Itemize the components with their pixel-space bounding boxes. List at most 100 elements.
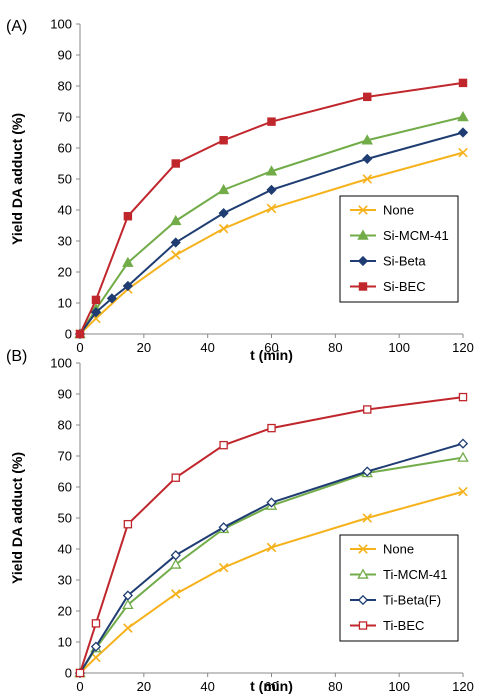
data-point (266, 542, 277, 553)
data-point (171, 159, 180, 168)
y-tick-label: 70 (58, 110, 72, 125)
x-axis-title: t (min) (250, 347, 293, 363)
data-point (170, 214, 182, 226)
legend-item: Si-BEC (350, 279, 426, 294)
legend-swatch-marker (357, 594, 369, 606)
data-point (361, 134, 373, 145)
data-point (217, 183, 230, 195)
data-point (457, 127, 469, 138)
data-point (170, 558, 182, 569)
data-point (266, 203, 277, 214)
y-tick-label: 30 (58, 234, 72, 249)
data-point (122, 590, 133, 601)
legend-label: None (383, 542, 414, 557)
data-point (123, 623, 133, 633)
y-tick-label: 60 (58, 141, 72, 156)
x-mark-stroke (266, 542, 277, 553)
y-tick-label: 10 (58, 296, 72, 311)
data-point (106, 293, 118, 304)
y-tick-label: 100 (50, 17, 72, 32)
data-point (91, 295, 101, 305)
legend-label: Si-BEC (383, 279, 426, 294)
legend-label: Si-Beta (383, 254, 426, 269)
x-tick-label: 80 (328, 340, 342, 355)
legend-item: Ti-BEC (350, 618, 424, 633)
data-point (362, 466, 373, 477)
legend-swatch-marker (358, 205, 368, 215)
y-tick-label: 60 (58, 480, 72, 495)
x-mark-stroke (362, 174, 373, 184)
panel-label: (A) (6, 18, 27, 35)
legend-swatch-marker (357, 568, 369, 579)
y-tick-label: 40 (58, 542, 72, 557)
data-point (123, 519, 133, 529)
data-point (170, 550, 181, 561)
data-point (75, 668, 85, 678)
x-mark-stroke (358, 205, 368, 215)
data-point (219, 440, 228, 450)
y-tick-label: 20 (58, 265, 72, 280)
x-tick-label: 40 (200, 679, 214, 694)
x-mark-stroke (266, 203, 277, 214)
legend: None Si-MCM-41 Si-Beta Si-BEC (339, 195, 459, 303)
y-tick-label: 20 (58, 604, 72, 619)
data-point (265, 165, 278, 176)
data-point (91, 619, 101, 628)
data-point (267, 117, 276, 126)
y-tick-label: 50 (58, 172, 72, 187)
y-tick-label: 80 (58, 79, 72, 94)
data-point (267, 423, 276, 433)
series-line (79, 151, 464, 335)
x-mark-stroke (218, 223, 229, 234)
data-point (458, 486, 468, 497)
data-point (266, 497, 277, 508)
data-point (122, 280, 133, 292)
y-tick-label: 0 (65, 327, 72, 342)
legend-label: Ti-Beta(F) (383, 593, 441, 608)
y-tick-label: 100 (50, 356, 72, 371)
data-point (170, 237, 181, 248)
legend-item: Ti-MCM-41 (350, 567, 448, 582)
x-mark-stroke (123, 623, 133, 633)
x-mark-stroke (91, 313, 101, 324)
x-tick-label: 0 (76, 340, 83, 355)
data-point (218, 522, 229, 533)
x-tick-label: 20 (137, 340, 151, 355)
legend-swatch-marker (358, 621, 368, 630)
data-point (362, 153, 373, 164)
y-tick-label: 50 (58, 511, 72, 526)
data-point (218, 223, 229, 234)
legend-label: Ti-BEC (383, 618, 424, 633)
y-tick-label: 40 (58, 203, 72, 218)
x-tick-label: 100 (388, 679, 410, 694)
data-point (122, 256, 134, 267)
legend: None Ti-MCM-41 Ti-Beta(F) Ti-BEC (339, 534, 459, 642)
y-tick-label: 80 (58, 418, 72, 433)
data-point (266, 184, 277, 195)
x-mark-stroke (358, 544, 368, 554)
x-tick-label: 40 (200, 340, 214, 355)
x-tick-label: 120 (452, 679, 474, 694)
legend-item: Si-Beta (350, 254, 426, 269)
data-point (363, 92, 372, 102)
data-point (122, 598, 134, 610)
x-axis-title: t (min) (250, 678, 293, 694)
data-point (170, 589, 181, 599)
legend-swatch-marker (358, 282, 368, 291)
data-point (218, 562, 229, 573)
x-mark-stroke (91, 652, 101, 663)
series-line (79, 81, 464, 335)
data-point (90, 641, 102, 652)
x-tick-label: 20 (137, 679, 151, 694)
y-tick-label: 70 (58, 449, 72, 464)
data-point (458, 78, 468, 88)
x-mark-stroke (362, 513, 373, 523)
legend-item: Ti-Beta(F) (350, 593, 441, 608)
panel-a: (A) 0 10 20 30 40 50 60 70 80 90 100 0 20 40 60 80 100 120… (6, 17, 474, 364)
data-point (457, 438, 469, 449)
x-tick-label: 100 (388, 340, 410, 355)
x-tick-label: 60 (264, 679, 278, 694)
series-si-bec (75, 78, 468, 339)
series-line (79, 442, 464, 674)
x-tick-label: 120 (452, 340, 474, 355)
